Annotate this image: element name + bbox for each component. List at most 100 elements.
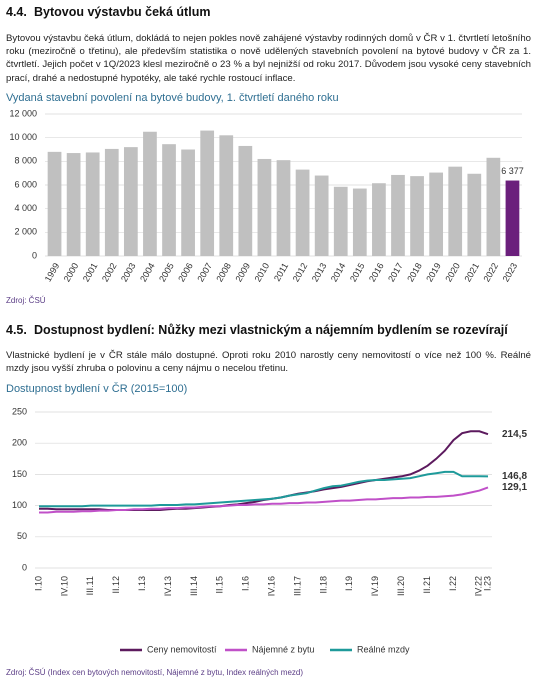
- bar: [104, 148, 119, 256]
- x-tick-label: II.12: [111, 576, 121, 594]
- y-tick-label: 0: [22, 562, 27, 572]
- legend-label: Ceny nemovitostí: [147, 644, 217, 654]
- x-tick-label: 2017: [386, 261, 405, 283]
- x-tick-label: 2020: [443, 261, 462, 283]
- x-tick-label: 2013: [310, 261, 329, 283]
- heading-text: Dostupnost bydlení: Nůžky mezi vlastnick…: [34, 323, 508, 337]
- heading-number: 4.5.: [6, 323, 27, 337]
- x-tick-label: 2005: [157, 261, 176, 283]
- y-tick-label: 6 000: [14, 179, 37, 189]
- x-tick-label: 2007: [195, 261, 214, 283]
- y-tick-label: 0: [32, 250, 37, 260]
- bar: [448, 166, 463, 256]
- bar: [47, 151, 62, 256]
- x-tick-label: 2002: [100, 261, 119, 283]
- bar: [314, 175, 329, 256]
- x-tick-label: 2023: [501, 261, 520, 283]
- x-tick-label: IV.16: [267, 576, 277, 596]
- end-label: 129,1: [502, 482, 527, 493]
- y-tick-label: 250: [12, 406, 27, 416]
- source: Zdroj: ČSÚ (Index cen bytových nemovitos…: [6, 668, 304, 677]
- bar: [429, 172, 444, 256]
- bar: [257, 158, 272, 256]
- bar: [391, 174, 405, 256]
- x-tick-label: 2000: [62, 261, 81, 283]
- x-tick-label: 2016: [367, 261, 386, 283]
- x-tick-label: IV.10: [59, 576, 69, 596]
- x-tick-label: I.23: [482, 576, 492, 591]
- x-tick-label: II.18: [318, 576, 328, 594]
- series-line: [39, 470, 489, 508]
- x-tick-label: 2015: [348, 261, 367, 283]
- x-tick-label: 2014: [329, 261, 348, 283]
- bar: [295, 169, 310, 256]
- y-tick-label: 8 000: [14, 156, 37, 166]
- x-tick-label: I.19: [344, 576, 354, 591]
- x-tick-label: IV.13: [163, 576, 173, 596]
- heading-number: 4.4.: [6, 5, 27, 19]
- bar: [276, 160, 291, 256]
- x-tick-label: III.17: [292, 576, 302, 596]
- bar: [66, 153, 81, 256]
- bar: [219, 135, 234, 256]
- source: Zdroj: ČSÚ: [6, 296, 46, 305]
- heading-text: Bytovou výstavbu čeká útlum: [34, 5, 211, 19]
- x-tick-label: III.14: [189, 576, 199, 596]
- x-tick-label: 2019: [424, 261, 443, 283]
- x-tick-label: III.11: [85, 576, 95, 595]
- bar: [505, 180, 520, 256]
- x-tick-label: IV.22: [474, 576, 484, 596]
- chart-title: Vydaná stavební povolení na bytové budov…: [6, 92, 339, 104]
- bar: [238, 145, 253, 256]
- x-tick-label: 2010: [253, 261, 272, 283]
- x-tick-label: I.10: [33, 576, 43, 591]
- y-tick-label: 50: [17, 531, 27, 541]
- x-tick-label: II.15: [215, 576, 225, 594]
- x-tick-label: III.20: [396, 576, 406, 596]
- x-tick-label: 1999: [43, 261, 62, 283]
- x-tick-label: 2004: [138, 261, 157, 283]
- x-tick-label: 2022: [481, 261, 500, 283]
- bar: [333, 186, 348, 256]
- x-tick-label: 2001: [81, 261, 100, 283]
- y-tick-label: 150: [12, 469, 27, 479]
- paragraph: Vlastnické bydlení je v ČR stále málo do…: [6, 350, 531, 375]
- x-tick-label: 2008: [214, 261, 233, 283]
- x-tick-label: 2003: [119, 261, 138, 283]
- bar: [200, 130, 215, 256]
- x-tick-label: 2011: [272, 261, 290, 283]
- bar: [143, 131, 157, 256]
- chart-title: Dostupnost bydlení v ČR (2015=100): [6, 383, 188, 395]
- series-line: [39, 486, 489, 514]
- x-tick-label: 2012: [291, 261, 310, 283]
- bar: [181, 149, 195, 256]
- value-label: 6 377: [501, 166, 524, 176]
- bar: [162, 144, 176, 256]
- y-tick-label: 100: [12, 500, 27, 510]
- bar: [410, 176, 424, 256]
- y-tick-label: 10 000: [9, 132, 37, 142]
- bar: [372, 183, 386, 256]
- end-label: 214,5: [502, 429, 527, 440]
- x-tick-label: 2009: [233, 261, 252, 283]
- y-tick-label: 200: [12, 438, 27, 448]
- x-tick-label: 2018: [405, 261, 424, 283]
- bar: [123, 147, 138, 256]
- heading: 4.5. Dostupnost bydlení: Nůžky mezi vlast…: [6, 323, 508, 337]
- bar: [486, 157, 501, 256]
- x-tick-label: I.13: [137, 576, 147, 591]
- x-tick-label: I.16: [241, 576, 251, 591]
- y-tick-label: 12 000: [9, 108, 37, 118]
- x-tick-label: 2006: [176, 261, 195, 283]
- paragraph: Bytovou výstavbu čeká útlum, dokládá to …: [6, 33, 531, 84]
- bar: [467, 173, 482, 256]
- legend-label: Reálné mzdy: [357, 644, 410, 654]
- bar: [352, 188, 367, 256]
- heading: 4.4. Bytovou výstavbu čeká útlum: [6, 5, 210, 19]
- x-tick-label: IV.19: [370, 576, 380, 596]
- bar: [85, 152, 100, 256]
- x-tick-label: II.21: [422, 576, 432, 594]
- legend-label: Nájemné z bytu: [252, 644, 315, 654]
